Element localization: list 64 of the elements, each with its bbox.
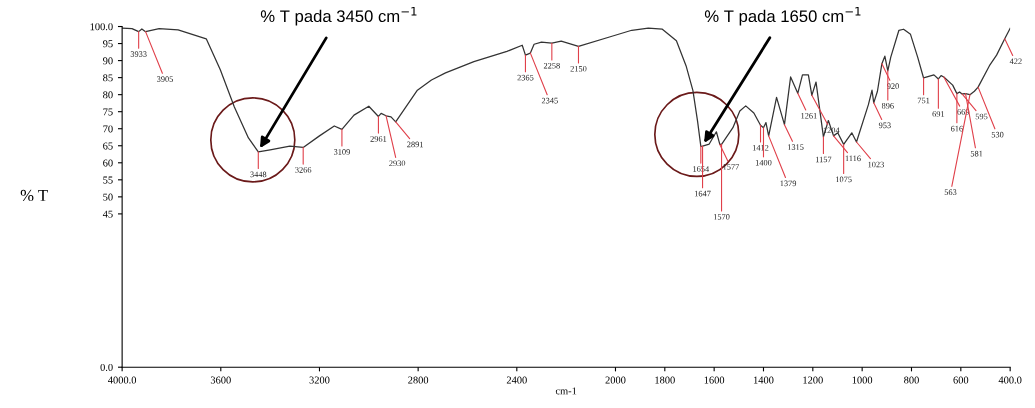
y-tick-label: 100.0 <box>90 23 113 31</box>
y-axis-title: % T <box>20 189 48 202</box>
annotation: 691 <box>932 111 945 117</box>
x-tick-label: 1600 <box>704 376 725 384</box>
annotation: 3109 <box>333 149 350 155</box>
annotation: 1315 <box>787 144 804 150</box>
annotation: 3266 <box>295 167 312 173</box>
annotation: 563 <box>944 189 957 195</box>
annotation: 2961 <box>370 136 387 142</box>
y-tick-label: 50 <box>103 193 113 201</box>
annotation: 2891 <box>407 141 423 148</box>
annotation: 1647 <box>694 190 711 197</box>
annotation: 1116 <box>845 155 861 162</box>
y-tick-label: 65 <box>103 142 113 150</box>
y-tick-label: 0.0 <box>100 363 113 371</box>
x-tick-label: 2400 <box>506 376 527 384</box>
x-tick-label: 1000 <box>852 376 873 384</box>
annotation: 595 <box>975 113 988 120</box>
y-tick-label: 75 <box>103 108 113 116</box>
x-tick-label: 2800 <box>408 376 429 384</box>
x-tick-label: 400.0 <box>998 376 1022 384</box>
y-tick-label: 95 <box>103 40 113 48</box>
x-tick-label: 1200 <box>803 376 823 384</box>
annotation: 1261 <box>801 113 817 119</box>
annotation: 751 <box>917 97 930 104</box>
annotation: 2150 <box>570 65 587 72</box>
annotation: 1379 <box>780 180 797 187</box>
y-tick-label: 45 <box>102 210 113 218</box>
y-tick-label: 85 <box>103 74 113 82</box>
x-tick-label: 600 <box>953 376 969 384</box>
y-tick-label: 60 <box>103 159 113 167</box>
annotation: 1023 <box>868 161 884 168</box>
x-tick-label: 4000.0 <box>108 376 137 384</box>
x-tick-label: 1400 <box>753 376 774 384</box>
annotation: 2258 <box>543 62 560 69</box>
annotation: 616 <box>950 125 963 132</box>
annotation: 581 <box>970 150 983 157</box>
x-tick-label: 800 <box>904 376 919 384</box>
y-tick-label: 90 <box>103 57 113 65</box>
x-axis-title: cm-1 <box>555 387 577 395</box>
annotation: 1400 <box>755 159 772 166</box>
annotation: 1075 <box>836 176 852 183</box>
x-tick-label: 1800 <box>655 376 675 384</box>
annotation: 1570 <box>713 214 730 220</box>
annotation: 3933 <box>130 51 147 57</box>
annotation: 1577 <box>723 164 740 170</box>
x-tick-label: 3200 <box>309 376 330 384</box>
annotation: 422 <box>1009 58 1022 65</box>
annotation: % T pada 3450 cm$^{−1}$ <box>260 7 417 26</box>
annotation: 3905 <box>157 76 174 82</box>
annotation: 1157 <box>815 156 832 163</box>
annotation: 3448 <box>250 171 267 178</box>
x-tick-label: 3600 <box>210 376 231 384</box>
annotation: 2365 <box>517 74 534 81</box>
annotation: 530 <box>991 131 1004 138</box>
annotation: 953 <box>878 122 891 129</box>
annotation: 896 <box>881 102 894 109</box>
y-tick-label: 80 <box>103 91 113 99</box>
y-tick-label: 55 <box>103 176 113 184</box>
annotation: 2930 <box>389 160 406 167</box>
x-tick-label: 2000 <box>605 376 626 384</box>
annotation: 2345 <box>541 97 558 104</box>
annotation: % T pada 1650 cm$^{−1}$ <box>704 7 861 26</box>
y-tick-label: 70 <box>103 125 113 133</box>
